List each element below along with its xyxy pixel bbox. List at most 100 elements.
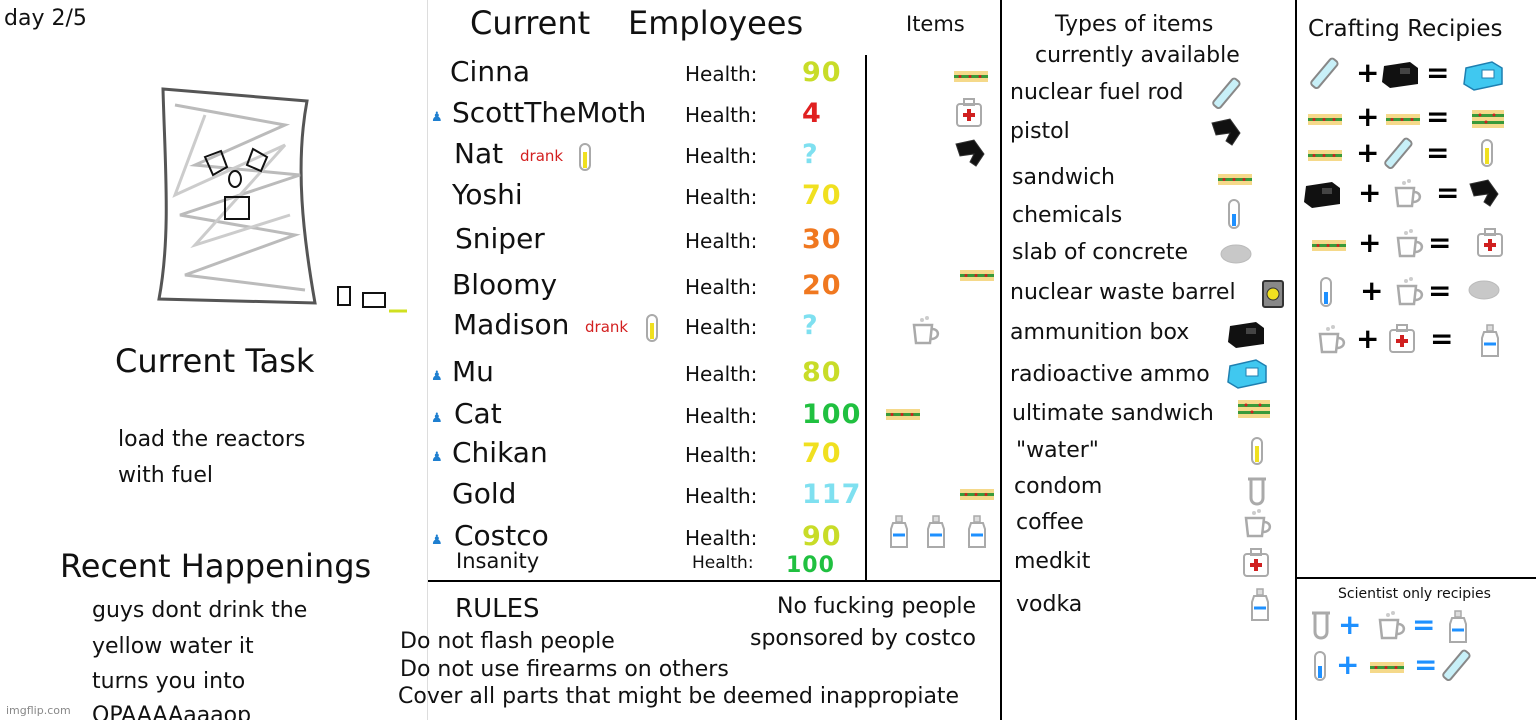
health-label: Health:	[685, 229, 758, 253]
item-type-label: condom	[1014, 474, 1103, 499]
employee-name: Cinna	[450, 55, 530, 88]
pistol-icon	[955, 139, 985, 167]
vodka-icon	[1481, 324, 1499, 357]
drank-note: drank	[520, 147, 564, 165]
health-value: 80	[802, 357, 842, 388]
medkit-icon	[1389, 324, 1415, 353]
water-icon	[579, 143, 591, 171]
coffee-icon	[912, 316, 940, 345]
health-value: 20	[802, 270, 842, 301]
health-label: Health:	[685, 103, 758, 127]
employee-name: Sniper	[455, 222, 545, 255]
fuelrod-icon	[1442, 649, 1471, 682]
current-task-heading: Current Task	[115, 342, 315, 380]
divider-employees-types	[1000, 0, 1002, 720]
employee-name: Madison	[453, 308, 570, 341]
recent-line3: turns you into	[92, 669, 246, 694]
ammo-icon	[1382, 62, 1418, 88]
health-label: Health:	[685, 443, 758, 467]
recent-line2: yellow water it	[92, 634, 254, 659]
divider-rules	[428, 580, 1000, 582]
water-icon	[1481, 139, 1493, 167]
equals-sign: =	[1414, 648, 1439, 681]
vodka-icon	[927, 515, 945, 548]
radammo-icon	[1227, 359, 1267, 389]
sandwich-icon	[1370, 662, 1404, 673]
employee-name: Gold	[452, 477, 517, 510]
health-label: Health:	[685, 362, 758, 386]
plus-sign: +	[1336, 648, 1361, 681]
rules-heading: RULES	[455, 594, 540, 624]
divider-scientist	[1296, 577, 1536, 579]
employee-name: Yoshi	[452, 178, 523, 211]
ultsandwich-icon	[1238, 400, 1270, 418]
equals-sign: =	[1430, 322, 1455, 355]
barrel-icon	[1262, 280, 1284, 308]
health-label: Health:	[685, 484, 758, 508]
rule-side-1: No fucking people	[777, 594, 977, 619]
concrete-icon	[1220, 244, 1252, 264]
equals-sign: =	[1428, 226, 1453, 259]
pistol-icon	[1469, 179, 1499, 207]
health-value: 117	[802, 479, 862, 510]
types-heading-2: currently available	[1035, 43, 1240, 68]
condom-icon	[1312, 611, 1330, 640]
divider-names-items	[865, 55, 867, 580]
health-label: Health:	[685, 275, 758, 299]
pistol-icon	[1211, 118, 1241, 146]
sandwich-icon	[1386, 114, 1420, 125]
insanity-health-label: Health:	[692, 553, 754, 573]
rule-1: Do not flash people	[400, 629, 615, 654]
health-value: ?	[802, 139, 819, 170]
employee-name: Chikan	[452, 436, 548, 469]
coffee-icon	[1396, 277, 1424, 306]
health-value: 30	[802, 224, 842, 255]
recent-line4: OPAAAAaaaop	[92, 703, 252, 720]
recent-line1: guys dont drink the	[92, 598, 308, 623]
plus-sign: +	[1356, 136, 1381, 169]
vodka-icon	[968, 515, 986, 548]
health-label: Health:	[685, 144, 758, 168]
item-type-label: ammunition box	[1010, 320, 1190, 345]
radammo-icon	[1463, 61, 1503, 91]
recent-happenings-heading: Recent Happenings	[60, 547, 372, 585]
plus-sign: +	[1356, 56, 1381, 89]
current-task-line1: load the reactors	[118, 427, 306, 452]
drank-note: drank	[585, 318, 629, 336]
water-icon	[1251, 437, 1263, 465]
coffee-icon	[1396, 229, 1424, 258]
item-type-label: chemicals	[1012, 203, 1123, 228]
player-marker-icon: ♟	[431, 411, 443, 426]
medkit-icon	[1243, 548, 1269, 577]
health-value: 100	[802, 399, 862, 430]
health-label: Health:	[685, 404, 758, 428]
coffee-icon	[1378, 611, 1406, 640]
current-task-line2: with fuel	[118, 463, 214, 488]
sandwich-icon	[1308, 150, 1342, 161]
coffee-icon	[1318, 325, 1346, 354]
health-label: Health:	[685, 526, 758, 550]
coffee-icon	[1394, 179, 1422, 208]
medkit-icon	[1477, 228, 1503, 257]
fuelrod-icon	[1310, 57, 1339, 90]
player-marker-icon: ♟	[431, 110, 443, 125]
divider-types-crafting	[1295, 0, 1297, 720]
health-value: 70	[802, 438, 842, 469]
item-type-label: "water"	[1016, 438, 1099, 463]
health-value: ?	[802, 310, 819, 341]
equals-sign: =	[1426, 100, 1451, 133]
rule-2: Do not use firearms on others	[400, 657, 729, 682]
equals-sign: =	[1426, 136, 1451, 169]
plus-sign: +	[1356, 322, 1381, 355]
employees-heading-current: Current	[470, 4, 591, 42]
sandwich-icon	[960, 270, 994, 281]
insanity-name: Insanity	[456, 549, 540, 573]
fuelrod-icon	[1384, 137, 1413, 170]
employee-name: ScottTheMoth	[452, 96, 647, 129]
items-heading: Items	[906, 12, 965, 36]
employee-name: Costco	[454, 519, 549, 552]
employee-name: Mu	[452, 355, 494, 388]
health-label: Health:	[685, 315, 758, 339]
employee-name: Nat	[454, 137, 504, 170]
item-type-label: nuclear fuel rod	[1010, 80, 1184, 105]
